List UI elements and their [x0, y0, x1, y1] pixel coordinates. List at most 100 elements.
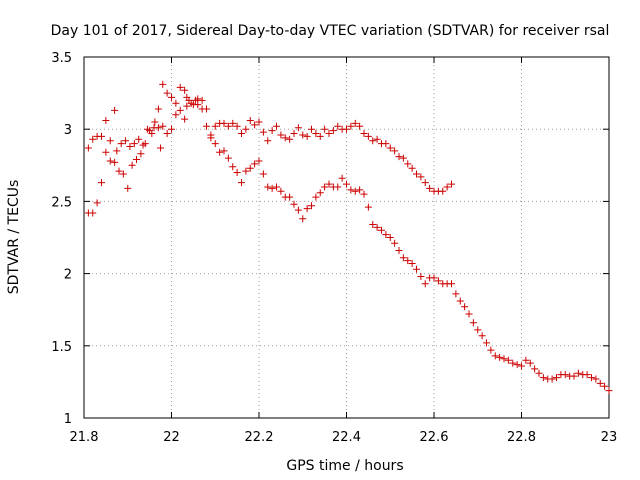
data-point-lower: [89, 209, 97, 217]
data-point-lower: [465, 310, 473, 318]
data-point-lower: [605, 387, 613, 395]
data-point-upper: [224, 122, 232, 130]
grid-layer: [84, 57, 609, 418]
data-point-lower: [434, 277, 442, 285]
data-point-lower: [553, 374, 560, 382]
data-point-lower: [294, 206, 302, 214]
x-tick-label: 22.6: [420, 430, 449, 445]
x-tick-label: 22.2: [245, 430, 274, 445]
data-point-lower: [518, 362, 525, 370]
data-point-lower: [531, 365, 539, 373]
data-point-lower: [150, 124, 158, 132]
data-point-upper: [391, 147, 399, 155]
data-point-lower: [504, 356, 512, 364]
data-point-upper: [421, 179, 429, 187]
data-point-lower: [308, 202, 315, 210]
data-point-lower: [364, 203, 372, 211]
data-point-upper: [135, 135, 143, 143]
data-point-lower: [509, 359, 517, 367]
data-point-lower: [211, 140, 219, 148]
data-point-upper: [181, 115, 189, 123]
data-point-lower: [115, 167, 123, 175]
data-point-upper: [395, 153, 403, 161]
y-tick-label: 3: [64, 123, 72, 138]
data-point-lower: [456, 297, 464, 305]
data-point-upper: [117, 140, 125, 148]
data-point-lower: [574, 369, 582, 377]
data-point-lower: [483, 339, 490, 347]
data-point-upper: [102, 117, 110, 125]
data-point-upper: [417, 173, 425, 181]
data-point-lower: [203, 105, 210, 113]
data-point-lower: [242, 167, 250, 175]
data-point-lower: [496, 353, 504, 361]
data-point-upper: [443, 183, 451, 191]
chart-title: Day 101 of 2017, Sidereal Day-to-day VTE…: [51, 23, 610, 39]
y-tick-label: 3.5: [51, 51, 72, 66]
data-point-lower: [351, 187, 359, 195]
data-point-upper: [111, 106, 119, 114]
data-point-lower: [198, 96, 206, 104]
data-point-lower: [395, 246, 403, 254]
data-point-lower: [238, 179, 245, 187]
data-point-upper: [172, 111, 180, 119]
data-point-lower: [273, 183, 280, 191]
data-point-lower: [299, 215, 307, 223]
data-point-lower: [137, 150, 145, 158]
data-point-upper: [448, 180, 455, 188]
data-point-upper: [98, 132, 105, 140]
y-tick-label: 1.5: [51, 340, 72, 355]
data-point-lower: [334, 183, 342, 191]
data-point-upper: [203, 122, 210, 130]
data-point-lower: [399, 254, 407, 262]
data-point-lower: [189, 101, 197, 109]
data-point-upper: [413, 170, 420, 178]
data-point-upper: [106, 137, 114, 145]
data-point-upper: [211, 122, 219, 130]
data-point-upper: [264, 137, 272, 145]
data-point-upper: [312, 130, 320, 138]
data-point-lower: [596, 379, 604, 387]
data-point-lower: [452, 290, 460, 298]
data-point-upper: [360, 130, 368, 138]
data-point-lower: [128, 161, 136, 169]
data-point-lower: [224, 154, 232, 162]
data-point-lower: [163, 89, 171, 97]
data-point-lower: [391, 239, 399, 247]
data-point-lower: [157, 144, 165, 152]
data-point-upper: [369, 137, 377, 145]
data-point-upper: [122, 137, 130, 145]
data-point-lower: [106, 157, 114, 165]
data-point-lower: [290, 200, 298, 208]
data-point-lower: [548, 375, 556, 383]
data-point-upper: [220, 119, 228, 127]
data-point-upper: [84, 144, 92, 152]
data-point-lower: [141, 140, 149, 148]
data-point-lower: [474, 326, 482, 334]
data-point-upper: [399, 154, 407, 162]
data-point-lower: [325, 180, 333, 188]
y-tick-label: 2.5: [51, 195, 72, 210]
data-point-lower: [119, 170, 127, 178]
ticks-layer: 21.8 22 22.2 22.4 22.6 22.8 23 1 1.5 2 2.5 3 3.5: [51, 51, 617, 445]
data-point-upper: [277, 131, 285, 139]
data-point-lower: [194, 95, 202, 103]
data-point-lower: [448, 280, 455, 288]
data-point-lower: [583, 371, 591, 379]
data-point-upper: [404, 160, 412, 168]
data-point-upper: [130, 140, 138, 148]
data-point-lower: [251, 160, 259, 168]
data-point-lower: [277, 187, 285, 195]
data-point-lower: [216, 148, 224, 156]
data-point-lower: [570, 372, 578, 380]
data-point-upper: [316, 132, 324, 140]
data-point-lower: [154, 105, 162, 113]
x-tick-label: 22: [163, 430, 180, 445]
data-point-upper: [329, 127, 337, 135]
data-point-lower: [382, 231, 390, 239]
data-point-upper: [334, 122, 342, 130]
data-point-lower: [220, 147, 228, 155]
data-point-upper: [229, 119, 237, 127]
data-point-lower: [93, 199, 101, 207]
data-point-upper: [408, 164, 416, 172]
